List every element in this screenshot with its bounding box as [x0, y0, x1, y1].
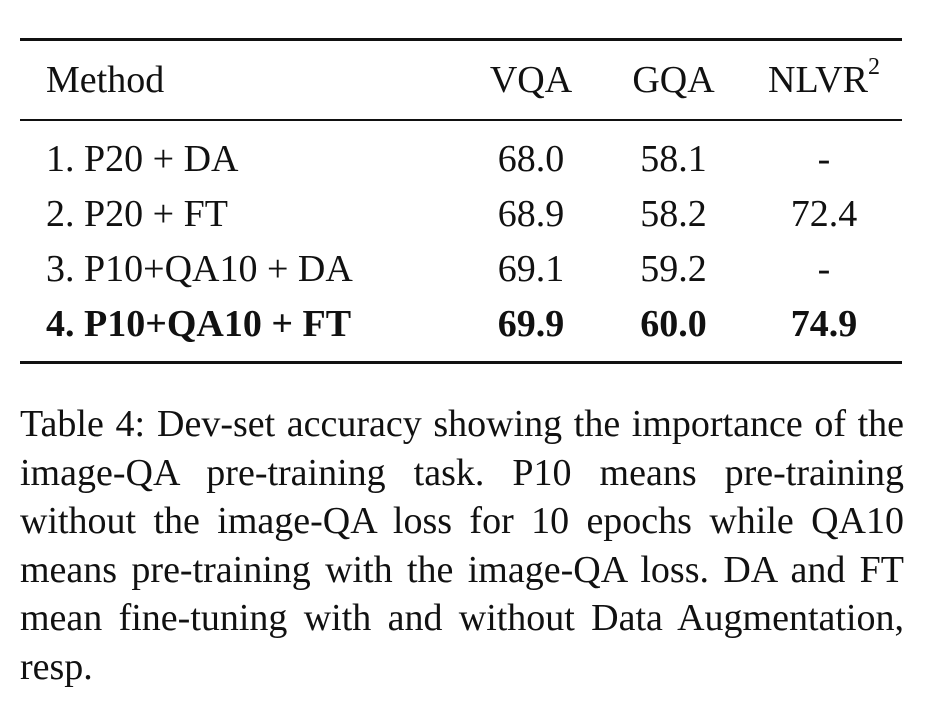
table-row: 4. P10+QA10 + FT 69.9 60.0 74.9: [20, 296, 902, 351]
row-3-vqa: 69.1: [497, 247, 565, 290]
header-nlvr: NLVR2: [746, 41, 902, 119]
row-3-method: 3. P10+QA10 + DA: [46, 247, 353, 290]
row-2-gqa: 58.2: [640, 192, 707, 235]
results-table: Method VQA GQA NLVR2 1. P20 + DA 68.0 58…: [20, 38, 902, 364]
row-4-method: 4. P10+QA10 + FT: [46, 302, 352, 345]
row-4-vqa: 69.9: [497, 302, 565, 345]
row-1-vqa: 68.0: [497, 137, 565, 180]
bottom-rule: [20, 361, 902, 364]
caption-text: Dev-set accuracy showing the importance …: [20, 403, 904, 688]
row-2-vqa: 68.9: [497, 192, 565, 235]
caption-label: Table 4:: [20, 403, 146, 445]
header-row: Method VQA GQA NLVR2: [20, 41, 902, 119]
row-1-gqa: 58.1: [640, 137, 707, 180]
table-caption: Table 4: Dev-set accuracy showing the imp…: [20, 400, 904, 691]
row-1-method: 1. P20 + DA: [46, 137, 239, 180]
row-2-nlvr: 72.4: [790, 192, 858, 235]
header-gqa: GQA: [632, 59, 715, 101]
header-vqa: VQA: [489, 59, 573, 101]
table-row: 2. P20 + FT 68.9 58.2 72.4: [20, 186, 902, 241]
header-method: Method: [46, 59, 165, 101]
table-body: Method VQA GQA NLVR2: [20, 41, 902, 119]
row-1-nlvr: -: [817, 137, 831, 180]
row-3-nlvr: -: [817, 247, 831, 290]
row-4-gqa: 60.0: [640, 302, 707, 345]
row-4-nlvr: 74.9: [790, 302, 858, 345]
top-rule: [20, 38, 902, 41]
row-2-method: 2. P20 + FT: [46, 192, 228, 235]
row-3-gqa: 59.2: [640, 247, 707, 290]
table-rows: 1. P20 + DA 68.0 58.1 - 2. P20 + FT 68.9…: [20, 121, 902, 361]
table-row: 1. P20 + DA 68.0 58.1 -: [20, 131, 902, 186]
header-nlvr-text: NLVR: [768, 59, 868, 101]
table-row: 3. P10+QA10 + DA 69.1 59.2 -: [20, 241, 902, 296]
header-nlvr-superscript: 2: [867, 54, 880, 81]
mid-rule: [20, 119, 902, 121]
